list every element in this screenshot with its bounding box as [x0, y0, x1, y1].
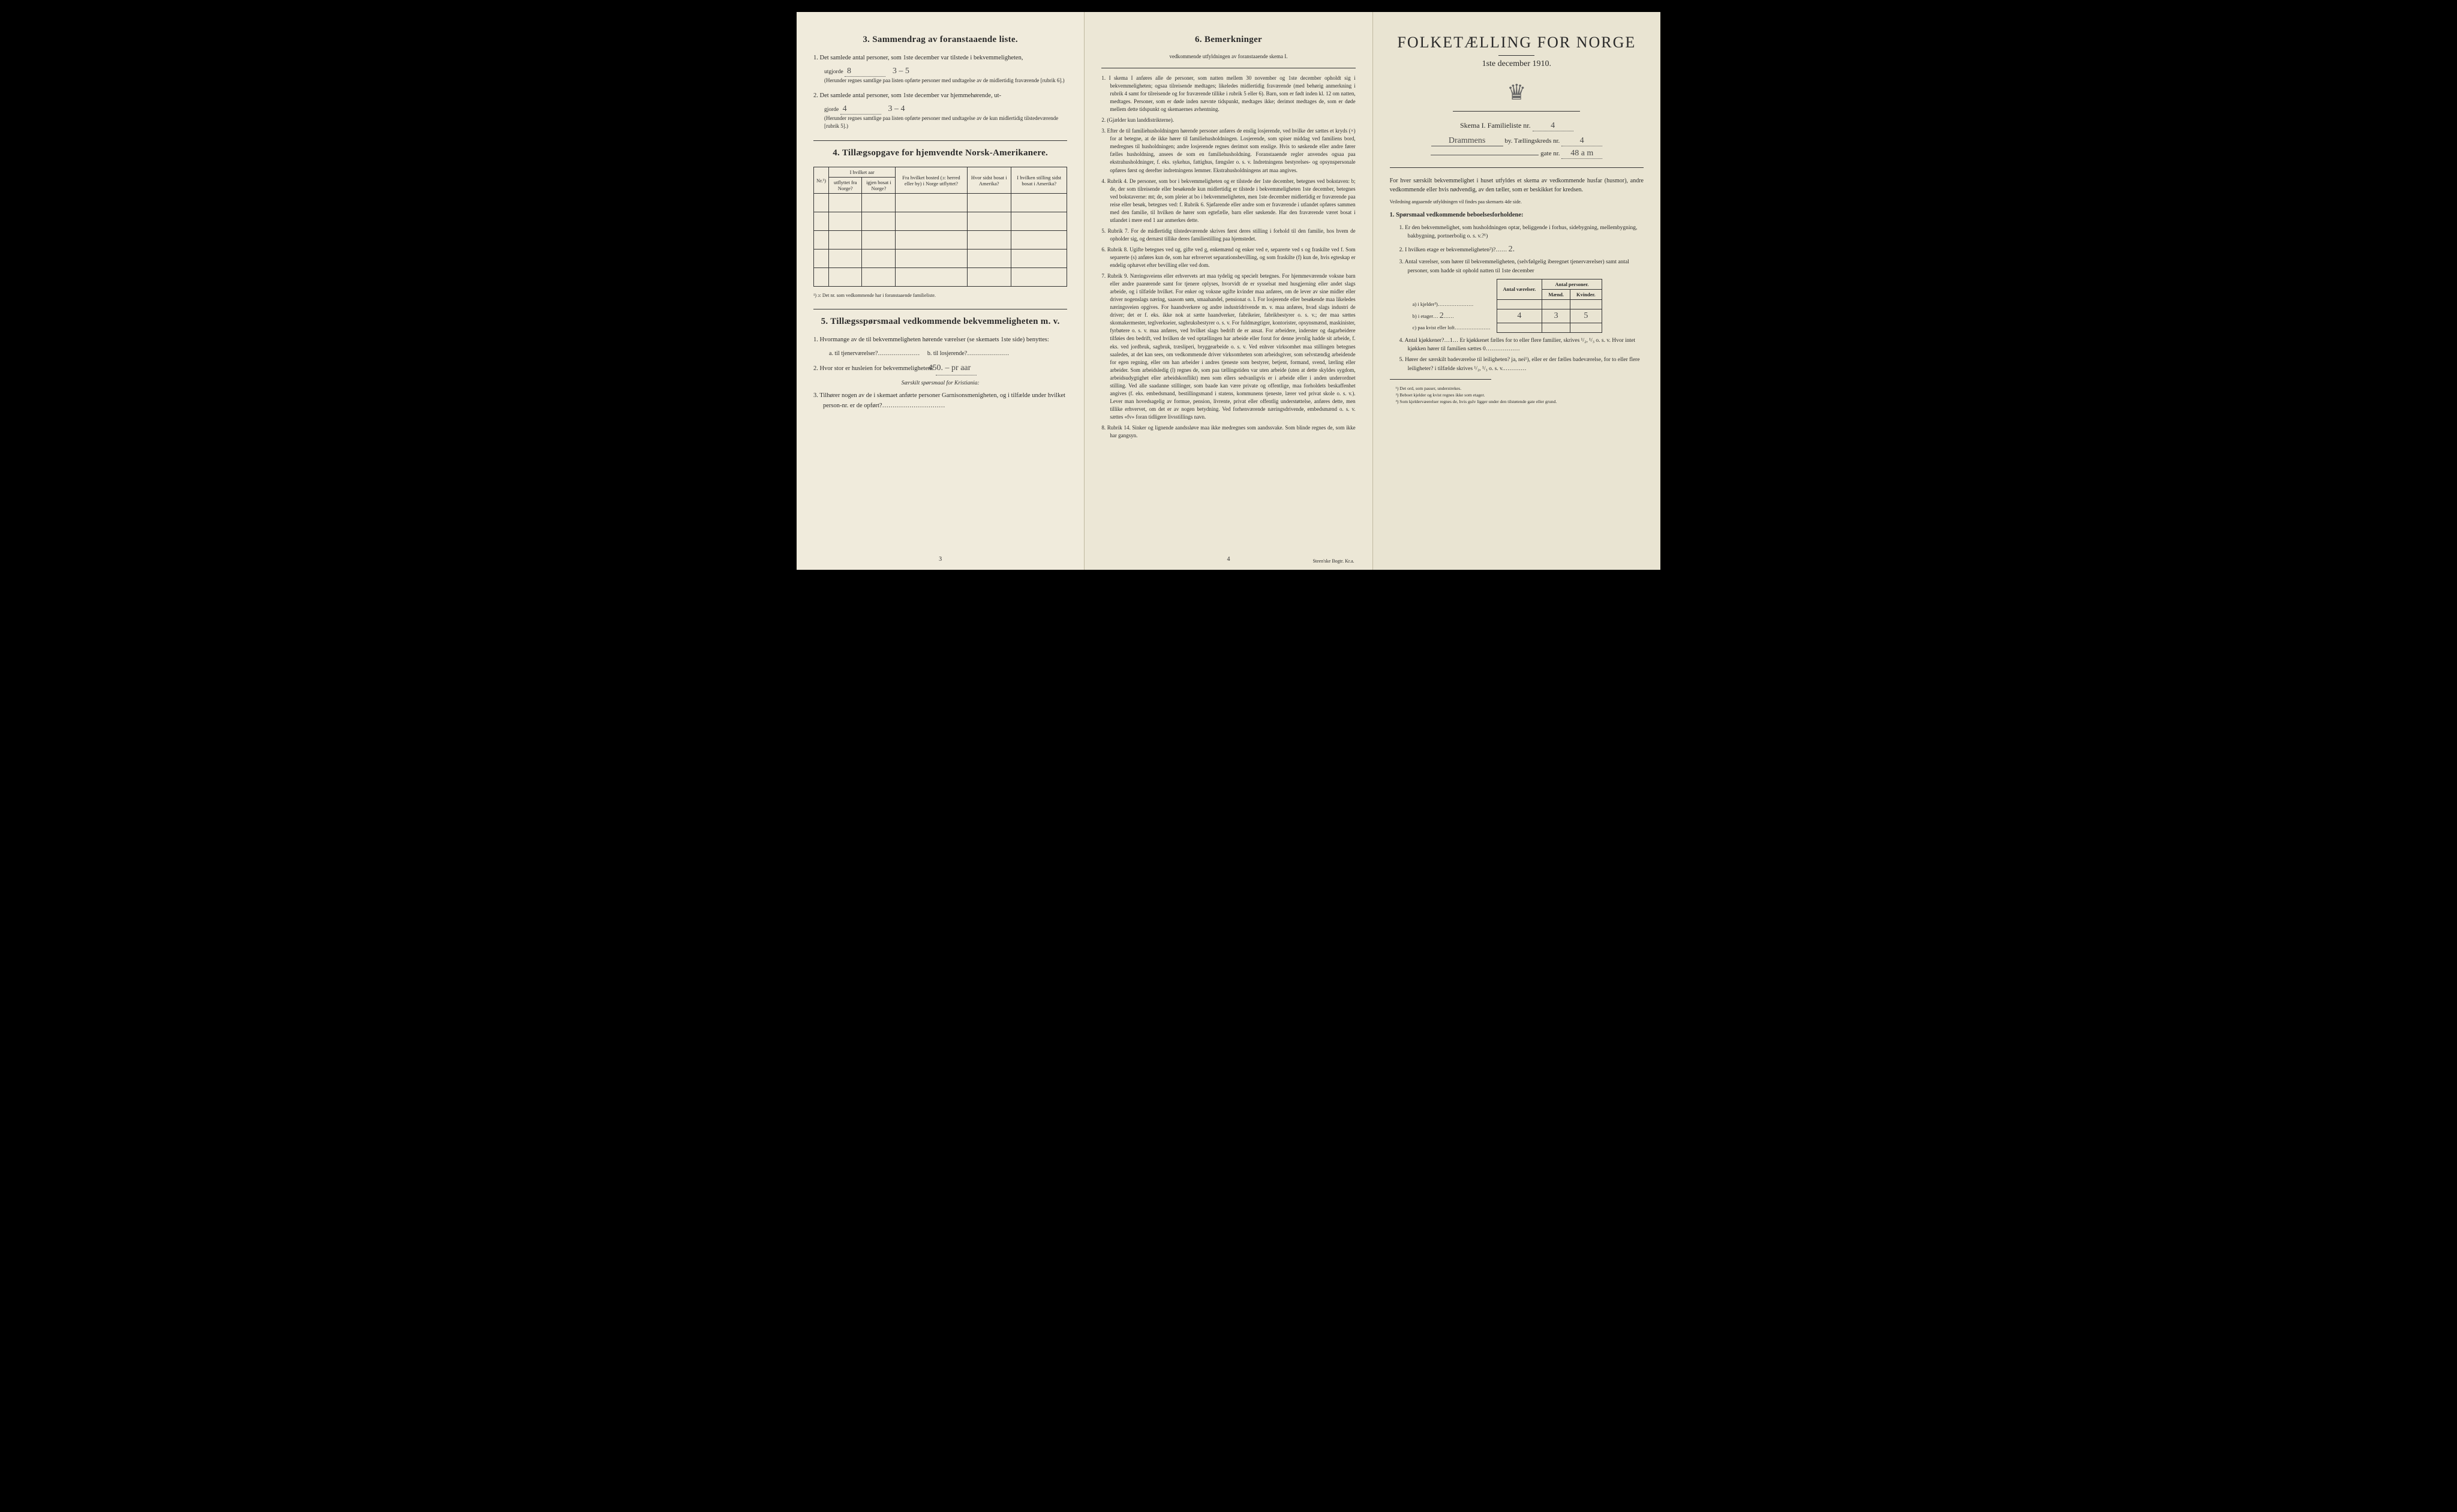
col-nr: Nr.¹)	[814, 167, 829, 194]
s5-q2: 2. Hvor stor er husleien for bekvemmelig…	[813, 362, 1067, 375]
s3-q1: 1. Det samlede antal personer, som 1ste …	[813, 53, 1067, 63]
section-5-title: 5. Tillægsspørsmaal vedkommende bekvemme…	[813, 317, 1067, 327]
etager-maend: 3	[1542, 309, 1570, 323]
guide-note: Veiledning angaaende utfyldningen vil fi…	[1390, 199, 1644, 205]
row-etager: b) i etager… 2…… 4 3 5	[1407, 309, 1602, 323]
footnote-1: ¹) Det ord, som passer, understrekes.	[1396, 386, 1644, 391]
p3-q5: 5. Hører der særskilt badeværelse til le…	[1399, 356, 1644, 373]
s6-item-5: 5. Rubrik 7. For de midlertidig tilstede…	[1101, 227, 1355, 243]
etager-kvinder: 5	[1570, 309, 1602, 323]
table-row	[814, 212, 1067, 231]
col-antal-personer: Antal personer.	[1542, 279, 1602, 289]
p3-q4: 4. Antal kjøkkener?…1… Er kjøkkenet fæll…	[1399, 336, 1644, 354]
s6-item-7: 7. Rubrik 9. Næringsveiens eller erhverv…	[1101, 272, 1355, 421]
table-row	[814, 231, 1067, 250]
s3-q1-value: 8	[845, 67, 885, 77]
s5-q3: 3. Tilhører nogen av de i skemaet anført…	[813, 391, 1067, 411]
col-utflyttet: utflyttet fra Norge?	[829, 178, 862, 194]
census-title: FOLKETÆLLING FOR NORGE	[1390, 34, 1644, 52]
p3-q3: 3. Antal værelser, som hører til bekvemm…	[1399, 258, 1644, 275]
col-maend: Mænd.	[1542, 289, 1570, 299]
sec1-title: 1. Spørsmaal vedkommende beboelsesforhol…	[1390, 211, 1644, 220]
kreds-nr: 4	[1561, 136, 1602, 146]
s3-q2-cont: gjorde 4 3 – 4	[824, 104, 1067, 115]
page-number: 4	[1227, 556, 1230, 563]
col-antal-vaerelser: Antal værelser.	[1497, 279, 1542, 299]
col-kvinder: Kvinder.	[1570, 289, 1602, 299]
row-kvist: c) paa kvist eller loft…………………	[1407, 323, 1602, 332]
col-stilling: I hvilken stilling sidst bosat i Amerika…	[1011, 167, 1067, 194]
page-number: 3	[939, 556, 942, 563]
page-3: 3. Sammendrag av foranstaaende liste. 1.…	[797, 12, 1085, 570]
s6-item-8: 8. Rubrik 14. Sinker og lignende aandssl…	[1101, 424, 1355, 440]
census-document: 3. Sammendrag av foranstaaende liste. 1.…	[797, 12, 1660, 570]
section-4-title: 4. Tillægsopgave for hjemvendte Norsk-Am…	[813, 148, 1067, 158]
vaerelser-table: Antal værelser. Antal personer. Mænd. Kv…	[1407, 279, 1602, 333]
s3-q2: 2. Det samlede antal personer, som 1ste …	[813, 91, 1067, 101]
intro-text: For hver særskilt bekvemmelighet i huset…	[1390, 176, 1644, 194]
s3-q1-note: (Herunder regnes samtlige paa listen opf…	[824, 77, 1067, 85]
s3-q2-value: 4	[840, 104, 881, 115]
printer-mark: Steen'ske Bogtr. Kr.a.	[1312, 558, 1354, 564]
page-4: 6. Bemerkninger vedkommende utfyldningen…	[1085, 12, 1372, 570]
divider	[1390, 379, 1491, 380]
divider	[813, 140, 1067, 141]
col-hvilket: I hvilket aar	[829, 167, 896, 178]
col-igjen: igjen bosat i Norge?	[862, 178, 896, 194]
skema-line: Skema I. Familieliste nr. 4	[1390, 121, 1644, 131]
p3-q2-value: 2.	[1509, 245, 1515, 254]
table-row	[814, 268, 1067, 287]
divider	[1498, 55, 1534, 56]
s5-q2-value: 450. – pr aar	[936, 362, 977, 375]
s5-q1a: a. til tjenerværelser?………………… b. til los…	[829, 350, 1067, 357]
cover-page: FOLKETÆLLING FOR NORGE 1ste december 191…	[1373, 12, 1660, 570]
col-bosted: Fra hvilket bosted (ɔ: herred eller by) …	[896, 167, 967, 194]
row-kjelder: a) i kjelder³)…………………	[1407, 299, 1602, 309]
s4-footnote: ¹) ɔ: Det nr. som vedkommende har i fora…	[813, 293, 1067, 298]
divider	[1390, 167, 1644, 168]
s3-q1-extra: 3 – 5	[893, 67, 909, 76]
p3-q1: 1. Er den bekvemmelighet, som husholdnin…	[1399, 224, 1644, 241]
s6-item-6: 6. Rubrik 8. Ugifte betegnes ved ug, gif…	[1101, 246, 1355, 269]
col-sidst: Hvor sidst bosat i Amerika?	[967, 167, 1011, 194]
section-6-title: 6. Bemerkninger	[1101, 35, 1355, 45]
section-6-subtitle: vedkommende utfyldningen av foranstaaend…	[1101, 53, 1355, 59]
gate-line: gate nr. 48 a m	[1390, 149, 1644, 159]
by-name: Drammens	[1431, 136, 1503, 146]
s6-item-1: 1. I skema I anføres alle de personer, s…	[1101, 74, 1355, 113]
s6-item-2: 2. (Gjælder kun landdistrikterne).	[1101, 116, 1355, 124]
table-row	[814, 194, 1067, 212]
s6-item-4: 4. Rubrik 4. De personer, som bor i bekv…	[1101, 178, 1355, 224]
s6-item-3: 3. Efter de til familiehusholdningen hør…	[1101, 127, 1355, 174]
coat-of-arms-icon: ♛	[1390, 80, 1644, 105]
divider	[1453, 111, 1580, 112]
p3-q2: 2. I hvilken etage er bekvemmeligheten²)…	[1399, 243, 1644, 255]
by-line: Drammens by. Tællingskreds nr. 4	[1390, 136, 1644, 146]
section-3-title: 3. Sammendrag av foranstaaende liste.	[813, 35, 1067, 45]
s3-q2-extra: 3 – 4	[888, 104, 905, 113]
s5-special: Særskilt spørsmaal for Kristiania:	[813, 380, 1067, 386]
s3-q1-cont: utgjorde 8 3 – 5	[824, 67, 1067, 77]
norsk-amerikanere-table: Nr.¹) I hvilket aar Fra hvilket bosted (…	[813, 167, 1067, 287]
etager-vaerelser: 4	[1497, 309, 1542, 323]
table-row	[814, 250, 1067, 268]
s3-q2-note: (Herunder regnes samtlige paa listen opf…	[824, 115, 1067, 130]
footnote-3: ³) Som kjeldervæerelser regnes de, hvis …	[1396, 399, 1644, 404]
census-date: 1ste december 1910.	[1390, 59, 1644, 69]
footnote-2: ²) Beboet kjelder og kvist regnes ikke s…	[1396, 392, 1644, 398]
s5-q1: 1. Hvormange av de til bekvemmeligheten …	[813, 335, 1067, 345]
familieliste-nr: 4	[1533, 121, 1573, 131]
gate-nr: 48 a m	[1561, 149, 1602, 159]
